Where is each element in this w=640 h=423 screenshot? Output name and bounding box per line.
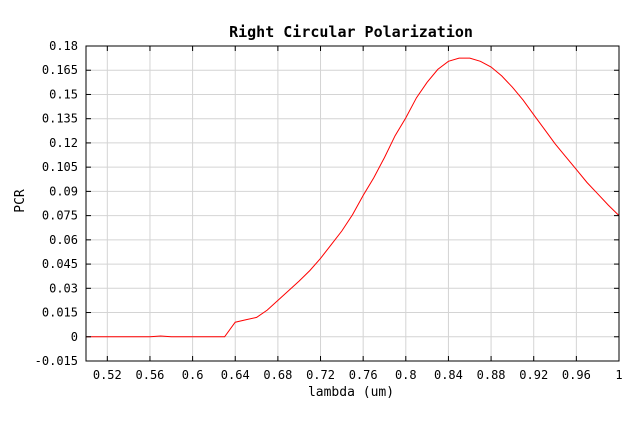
- y-tick-label: 0.12: [49, 136, 78, 150]
- x-tick-label: 0.92: [519, 368, 548, 382]
- series-layer: [86, 57, 620, 338]
- x-tick-label: 0.84: [434, 368, 463, 382]
- y-tick-label: 0.075: [42, 209, 78, 223]
- x-tick-label: 0.96: [562, 368, 591, 382]
- x-axis: 0.52 0.56 0.6 0.64 0.68 0.72 0.76 0.8 0.84 0.88 0.…: [93, 46, 623, 382]
- x-tick-label: 0.8: [395, 368, 417, 382]
- chart-title: Right Circular Polarization: [229, 23, 473, 41]
- y-tick-label: 0.015: [42, 306, 78, 320]
- y-tick-label: 0.165: [42, 63, 78, 77]
- grid: [86, 45, 620, 362]
- y-tick-label: 0.09: [49, 184, 78, 198]
- plot-frame: [85, 45, 620, 362]
- y-axis-title: PCR: [13, 189, 28, 213]
- y-tick-label: 0.135: [42, 112, 78, 126]
- x-tick-label: 0.56: [136, 368, 165, 382]
- x-tick-label: 0.68: [263, 368, 292, 382]
- y-tick-label: 0.18: [49, 39, 78, 53]
- x-tick-label: 0.52: [93, 368, 122, 382]
- y-tick-label: 0.15: [49, 87, 78, 101]
- x-tick-label: 0.6: [182, 368, 204, 382]
- y-tick-label: 0.06: [49, 233, 78, 247]
- y-tick-label: 0.105: [42, 160, 78, 174]
- y-tick-label: 0: [71, 330, 78, 344]
- x-axis-title: lambda (um): [308, 385, 394, 400]
- y-tick-label: 0.03: [49, 281, 78, 295]
- x-tick-label: 0.88: [477, 368, 506, 382]
- x-tick-label: 0.64: [221, 368, 250, 382]
- x-tick-label: 0.72: [306, 368, 335, 382]
- y-axis: -0.015 0 0.015 0.03 0.045 0.06 0.075 0.09 0.105 0…: [35, 39, 619, 368]
- x-tick-label: 1: [615, 368, 622, 382]
- x-tick-label: 0.76: [349, 368, 378, 382]
- y-tick-label: 0.045: [42, 257, 78, 271]
- series-line: [86, 57, 620, 338]
- y-tick-label: -0.015: [35, 354, 78, 368]
